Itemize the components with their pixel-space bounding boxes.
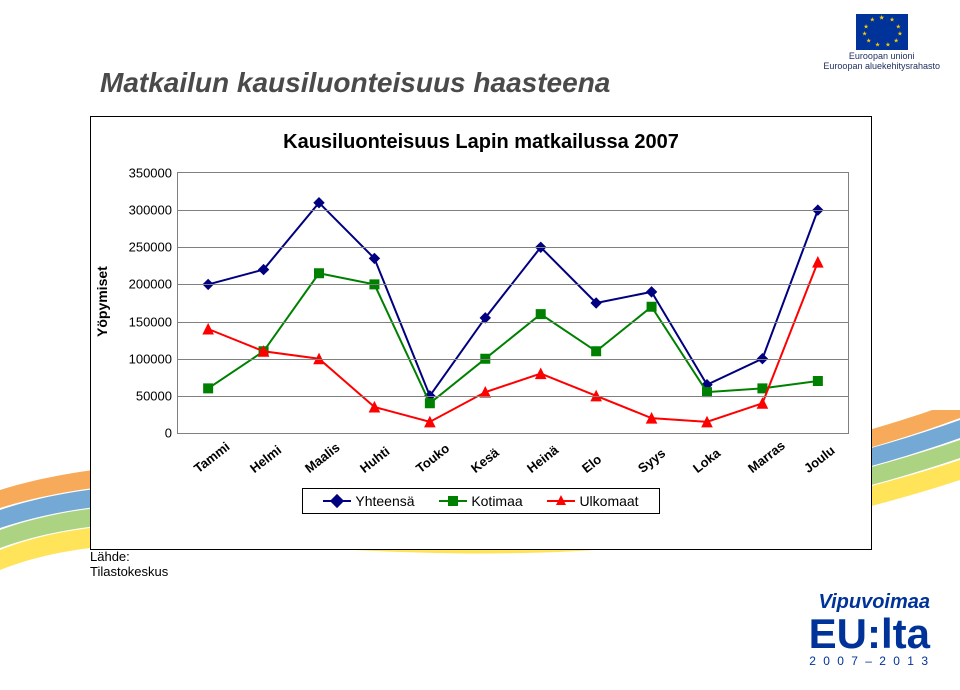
series-marker <box>204 384 213 393</box>
y-tick-label: 200000 <box>120 277 172 292</box>
y-tick-label: 250000 <box>120 240 172 255</box>
series-marker <box>203 324 213 334</box>
source-line-2: Tilastokeskus <box>90 564 168 580</box>
legend-marker-icon <box>448 496 458 506</box>
legend-label: Ulkomaat <box>579 493 638 509</box>
vipu-logo-mid: EU:lta <box>809 614 930 654</box>
page-title: Matkailun kausiluonteisuus haasteena <box>100 67 610 99</box>
x-axis-label: Touko <box>413 441 452 476</box>
y-tick-label: 0 <box>120 426 172 441</box>
x-axis-label: Loka <box>690 445 723 476</box>
x-axis-label: Huhti <box>357 444 392 476</box>
series-marker <box>647 287 657 297</box>
chart-frame: Kausiluonteisuus Lapin matkailussa 2007 … <box>90 116 872 550</box>
x-axis-label: Kesä <box>468 445 502 476</box>
vipu-logo-years: 2 0 0 7 – 2 0 1 3 <box>809 654 930 668</box>
series-marker <box>758 384 767 393</box>
series-marker <box>757 398 767 408</box>
x-axis-label: Marras <box>745 438 788 476</box>
y-tick-label: 50000 <box>120 388 172 403</box>
x-axis-label: Helmi <box>247 442 284 476</box>
chart-legend: Yhteensä Kotimaa Ulkomaat <box>302 488 660 514</box>
x-axis-label: Elo <box>579 452 604 476</box>
legend-label: Kotimaa <box>471 493 522 509</box>
series-marker <box>592 347 601 356</box>
x-axis-label: Maalis <box>302 440 343 476</box>
chart-plot-area: 0500001000001500002000002500003000003500… <box>177 172 849 434</box>
y-tick-label: 150000 <box>120 314 172 329</box>
series-line <box>208 262 818 422</box>
series-marker <box>813 377 822 386</box>
series-marker <box>425 399 434 408</box>
eu-logo: ★ ★ ★ ★ ★ ★ ★ ★ ★ ★ ★ ★ Euroopan unioni … <box>823 14 940 72</box>
legend-marker-icon <box>556 495 566 505</box>
series-marker <box>536 310 545 319</box>
eu-flag-icon: ★ ★ ★ ★ ★ ★ ★ ★ ★ ★ ★ ★ <box>856 14 908 50</box>
x-axis-label: Tammi <box>191 439 232 476</box>
legend-marker-icon <box>330 494 344 508</box>
series-marker <box>315 269 324 278</box>
series-marker <box>813 257 823 267</box>
legend-item: Kotimaa <box>439 493 522 509</box>
source-line-1: Lähde: <box>90 549 168 565</box>
x-axis-label: Joulu <box>801 443 838 476</box>
x-axis-label: Heinä <box>524 442 561 476</box>
chart-title: Kausiluonteisuus Lapin matkailussa 2007 <box>91 131 871 154</box>
x-axis-label: Syys <box>635 445 668 476</box>
eu-logo-text-2: Euroopan aluekehitysrahasto <box>823 62 940 72</box>
legend-item: Yhteensä <box>323 493 414 509</box>
y-axis-label: Yöpymiset <box>94 266 110 337</box>
y-tick-label: 300000 <box>120 203 172 218</box>
legend-label: Yhteensä <box>355 493 414 509</box>
legend-item: Ulkomaat <box>547 493 638 509</box>
series-marker <box>647 302 656 311</box>
y-tick-label: 100000 <box>120 351 172 366</box>
series-marker <box>536 369 546 379</box>
x-axis-labels: Tammi Helmi Maalis Huhti Touko Kesä Heinä Elo Sy… <box>177 436 847 488</box>
source-citation: Lähde: Tilastokeskus <box>90 549 168 580</box>
vipuvoimaa-logo: Vipuvoimaa EU:lta 2 0 0 7 – 2 0 1 3 <box>809 591 930 668</box>
y-tick-label: 350000 <box>120 166 172 181</box>
